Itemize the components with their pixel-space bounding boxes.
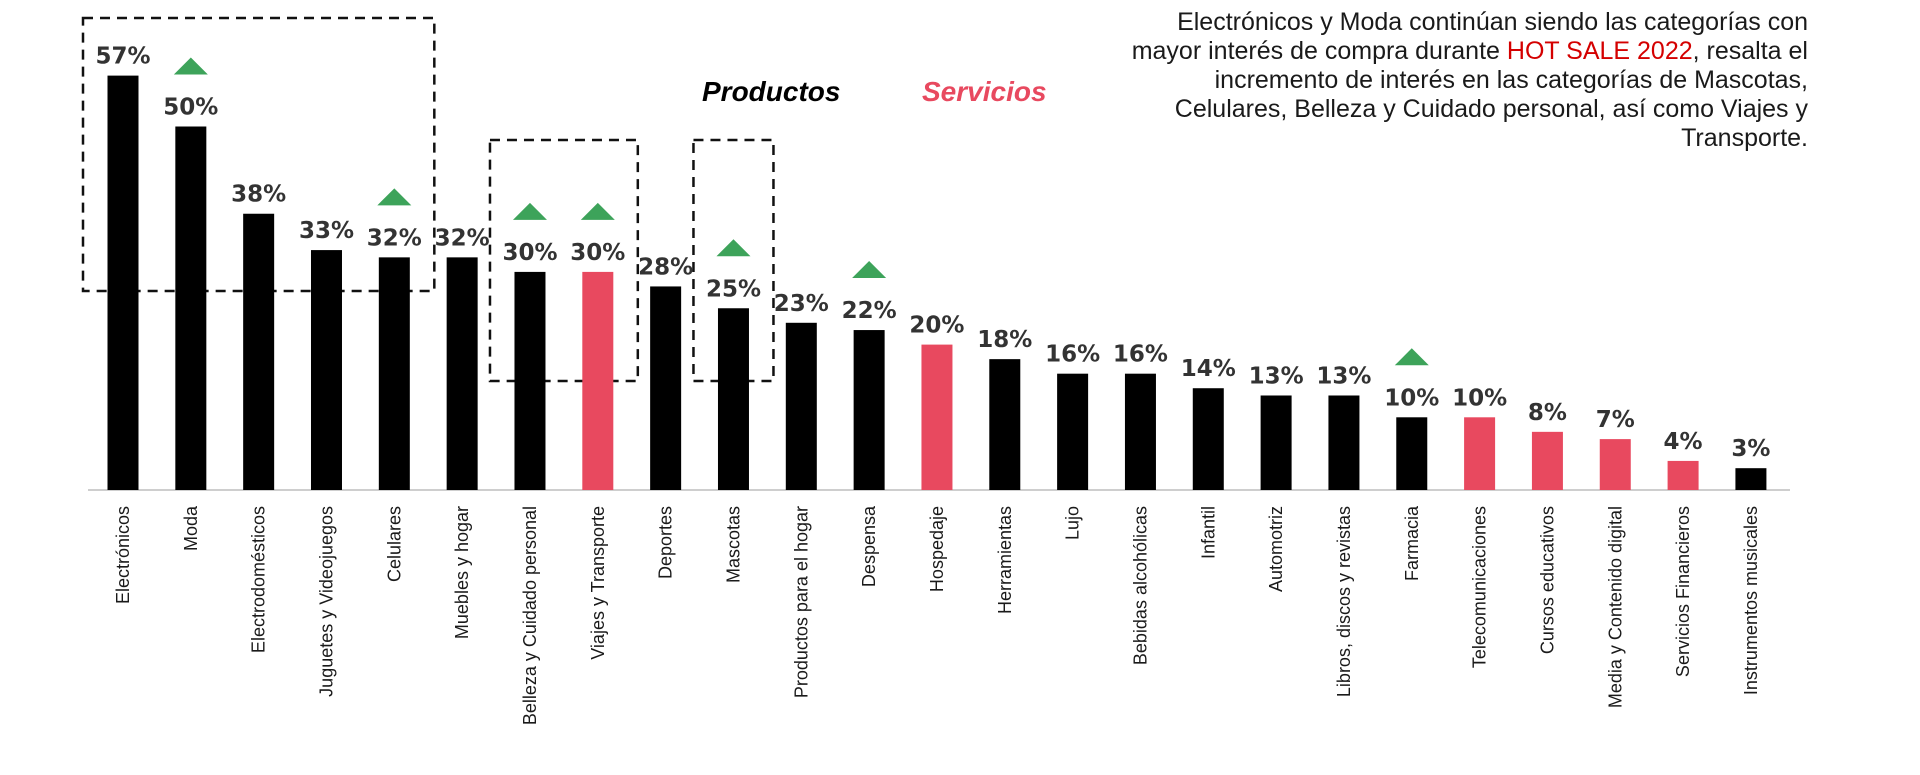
bar-infantil: [1192, 388, 1224, 490]
increase-arrow-icon: [1394, 348, 1429, 366]
data-label-electronicos: 57%: [95, 44, 150, 70]
data-label-viajes-y-transporte: 30%: [570, 240, 625, 266]
bar-electronicos: [107, 75, 139, 491]
bar-electrodomesticos: [243, 213, 275, 491]
bar-celulares: [378, 257, 410, 490]
increase-arrow-icon: [512, 202, 547, 220]
tick-label-servicios-financieros: Servicios Financieros: [1673, 506, 1693, 677]
data-label-juguetes-y-videojuegos: 33%: [299, 218, 354, 244]
increase-arrow-icon: [580, 202, 615, 220]
data-label-libros-discos-y-revistas: 13%: [1316, 363, 1371, 389]
data-label-cursos-educativos: 8%: [1528, 400, 1567, 426]
bar-cursos-educativos: [1531, 431, 1563, 490]
data-label-infantil: 14%: [1181, 356, 1236, 382]
data-label-moda: 50%: [163, 95, 218, 121]
tick-label-bebidas-alcoholicas: Bebidas alcohólicas: [1130, 506, 1150, 665]
data-label-belleza-y-cuidado-personal: 30%: [502, 240, 557, 266]
tick-label-muebles-y-hogar: Muebles y hogar: [452, 506, 472, 639]
data-label-herramientas: 18%: [977, 327, 1032, 353]
increase-arrow-icon: [173, 57, 208, 75]
tick-label-libros-discos-y-revistas: Libros, discos y revistas: [1334, 506, 1354, 697]
bar-herramientas: [989, 359, 1021, 490]
bar-farmacia: [1396, 417, 1428, 490]
tick-label-instrumentos-musicales: Instrumentos musicales: [1741, 506, 1761, 695]
bar-juguetes-y-videojuegos: [310, 250, 342, 490]
tick-label-despensa: Despensa: [859, 505, 879, 587]
data-label-electrodomesticos: 38%: [231, 182, 286, 208]
data-label-despensa: 22%: [842, 298, 897, 324]
tick-label-herramientas: Herramientas: [995, 506, 1015, 614]
tick-label-viajes-y-transporte: Viajes y Transporte: [588, 506, 608, 660]
tick-label-electronicos: Electrónicos: [113, 506, 133, 604]
legend-servicios: Servicios: [922, 76, 1047, 107]
highlight-box-2: [488, 138, 640, 383]
bar-hospedaje: [921, 344, 953, 490]
data-label-deportes: 28%: [638, 254, 693, 280]
data-label-hospedaje: 20%: [909, 313, 964, 339]
tick-label-telecomunicaciones: Telecomunicaciones: [1470, 506, 1490, 668]
tick-label-belleza-y-cuidado-personal: Belleza y Cuidado personal: [520, 506, 540, 725]
bar-deportes: [650, 286, 682, 490]
bar-productos-para-el-hogar: [785, 322, 817, 490]
tick-label-deportes: Deportes: [656, 506, 676, 579]
tick-label-celulares: Celulares: [384, 506, 404, 582]
data-label-celulares: 32%: [367, 225, 422, 251]
bar-media-y-contenido-digital: [1599, 439, 1631, 490]
bar-servicios-financieros: [1667, 460, 1699, 490]
bar-viajes-y-transporte: [582, 271, 614, 490]
tick-label-mascotas: Mascotas: [723, 506, 743, 583]
data-label-bebidas-alcoholicas: 16%: [1113, 342, 1168, 368]
bar-automotriz: [1260, 395, 1292, 490]
increase-arrow-icon: [716, 239, 751, 257]
note-text-before: Electrónicos y Moda continúan siendo las…: [1131, 8, 1808, 65]
bar-instrumentos-musicales: [1735, 468, 1767, 490]
data-label-servicios-financieros: 4%: [1664, 429, 1703, 455]
data-label-automotriz: 13%: [1249, 363, 1304, 389]
tick-label-moda: Moda: [181, 505, 201, 551]
data-label-farmacia: 10%: [1384, 385, 1439, 411]
data-label-media-y-contenido-digital: 7%: [1596, 407, 1635, 433]
data-label-muebles-y-hogar: 32%: [435, 225, 490, 251]
data-label-productos-para-el-hogar: 23%: [774, 291, 829, 317]
tick-label-lujo: Lujo: [1063, 506, 1083, 540]
bar-bebidas-alcoholicas: [1124, 373, 1156, 490]
bar-belleza-y-cuidado-personal: [514, 271, 546, 490]
data-label-lujo: 16%: [1045, 342, 1100, 368]
bar-libros-discos-y-revistas: [1328, 395, 1360, 490]
legend-productos: Productos: [702, 76, 841, 107]
tick-label-hospedaje: Hospedaje: [927, 506, 947, 592]
bar-moda: [175, 126, 207, 490]
tick-label-infantil: Infantil: [1198, 506, 1218, 559]
tick-label-farmacia: Farmacia: [1402, 505, 1422, 581]
bar-telecomunicaciones: [1464, 417, 1496, 490]
increase-arrow-icon: [852, 261, 887, 279]
note-highlight: HOT SALE 2022: [1506, 37, 1693, 65]
bar-muebles-y-hogar: [446, 257, 478, 490]
bar-despensa: [853, 330, 885, 490]
bar-mascotas: [717, 308, 749, 490]
tick-label-automotriz: Automotriz: [1266, 506, 1286, 592]
data-label-instrumentos-musicales: 3%: [1731, 436, 1770, 462]
tick-label-productos-para-el-hogar: Productos para el hogar: [791, 506, 811, 698]
tick-label-cursos-educativos: Cursos educativos: [1537, 506, 1557, 654]
tick-label-electrodomesticos: Electrodomésticos: [249, 506, 269, 653]
bar-lujo: [1057, 373, 1089, 490]
tick-label-juguetes-y-videojuegos: Juguetes y Videojuegos: [316, 506, 336, 697]
increase-arrow-icon: [377, 188, 412, 206]
data-label-telecomunicaciones: 10%: [1452, 385, 1507, 411]
annotation-note: Electrónicos y Moda continúan siendo las…: [1128, 8, 1808, 153]
data-label-mascotas: 25%: [706, 276, 761, 302]
note-text-after: , resalta el incremento de interés en la…: [1174, 37, 1808, 152]
tick-label-media-y-contenido-digital: Media y Contenido digital: [1605, 506, 1625, 708]
